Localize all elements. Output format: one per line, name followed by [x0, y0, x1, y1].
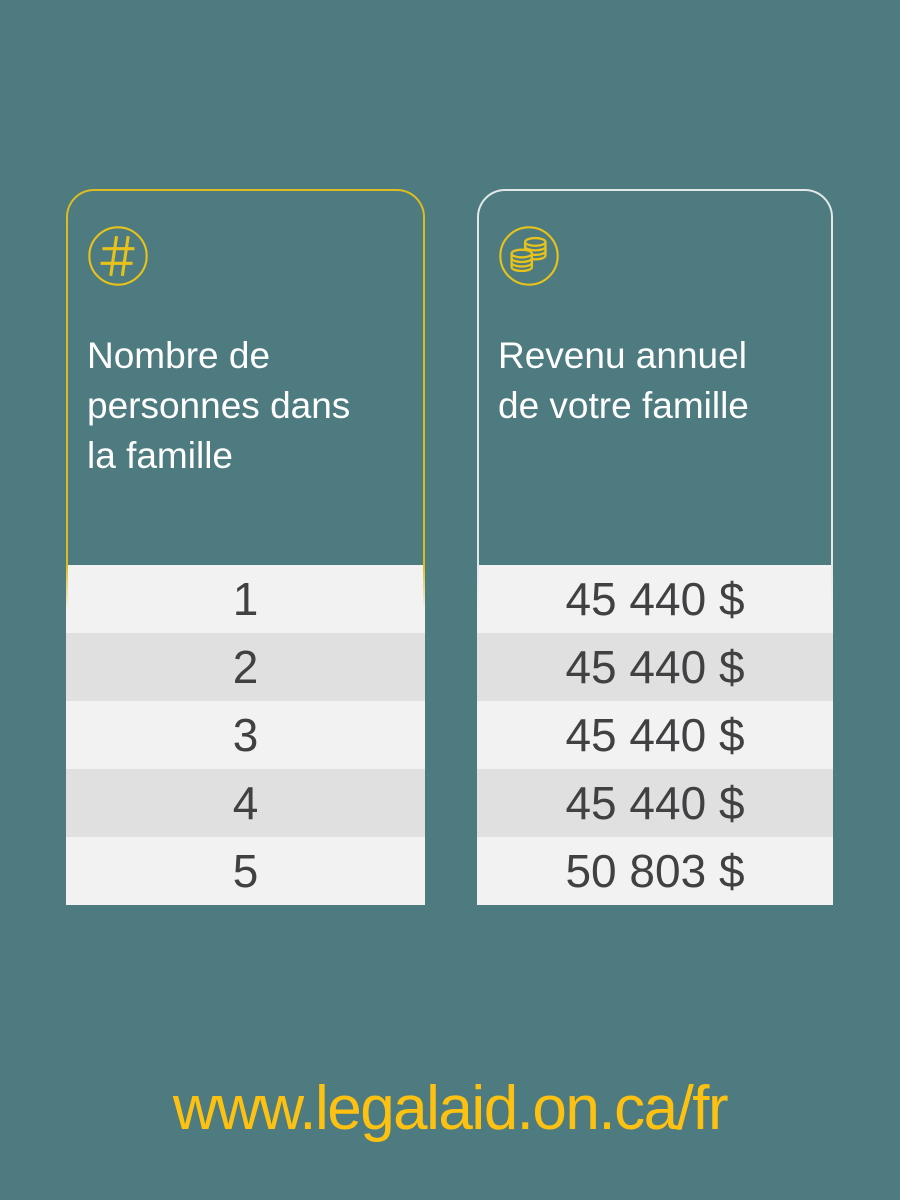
table-row: 45 440 $: [477, 769, 833, 837]
table-row: 1: [66, 565, 425, 633]
cell-value: 2: [232, 641, 259, 693]
annual-income-table: 45 440 $ 45 440 $ 45 440 $ 45 440 $ 50 8…: [477, 565, 833, 905]
table-row: 2: [66, 633, 425, 701]
cell-value: 45 440 $: [565, 641, 745, 693]
cell-value: 45 440 $: [565, 573, 745, 625]
family-size-table: 1 2 3 4 5: [66, 565, 425, 905]
annual-income-header: Revenu annuel de votre famille: [477, 189, 833, 565]
table-row: 5: [66, 837, 425, 905]
website-url: www.legalaid.on.ca/fr: [172, 1074, 729, 1143]
family-size-header: Nombre de personnes dans la famille: [66, 189, 425, 565]
family-size-card: Nombre de personnes dans la famille 1 2 …: [66, 189, 425, 905]
table-row: 3: [66, 701, 425, 769]
hash-icon: [87, 225, 149, 287]
cell-value: 45 440 $: [565, 709, 745, 761]
cell-value: 4: [232, 777, 259, 829]
coins-icon: [498, 225, 560, 287]
cell-value: 1: [232, 573, 259, 625]
cell-value: 50 803 $: [565, 845, 745, 897]
table-row: 4: [66, 769, 425, 837]
cell-value: 5: [232, 845, 259, 897]
table-row: 50 803 $: [477, 837, 833, 905]
table-row: 45 440 $: [477, 701, 833, 769]
table-row: 45 440 $: [477, 633, 833, 701]
family-size-title: Nombre de personnes dans la famille: [87, 335, 351, 476]
annual-income-card: Revenu annuel de votre famille 45 440 $ …: [477, 189, 833, 905]
cell-value: 45 440 $: [565, 777, 745, 829]
cell-value: 3: [232, 709, 259, 761]
annual-income-title: Revenu annuel de votre famille: [498, 335, 749, 426]
table-row: 45 440 $: [477, 565, 833, 633]
